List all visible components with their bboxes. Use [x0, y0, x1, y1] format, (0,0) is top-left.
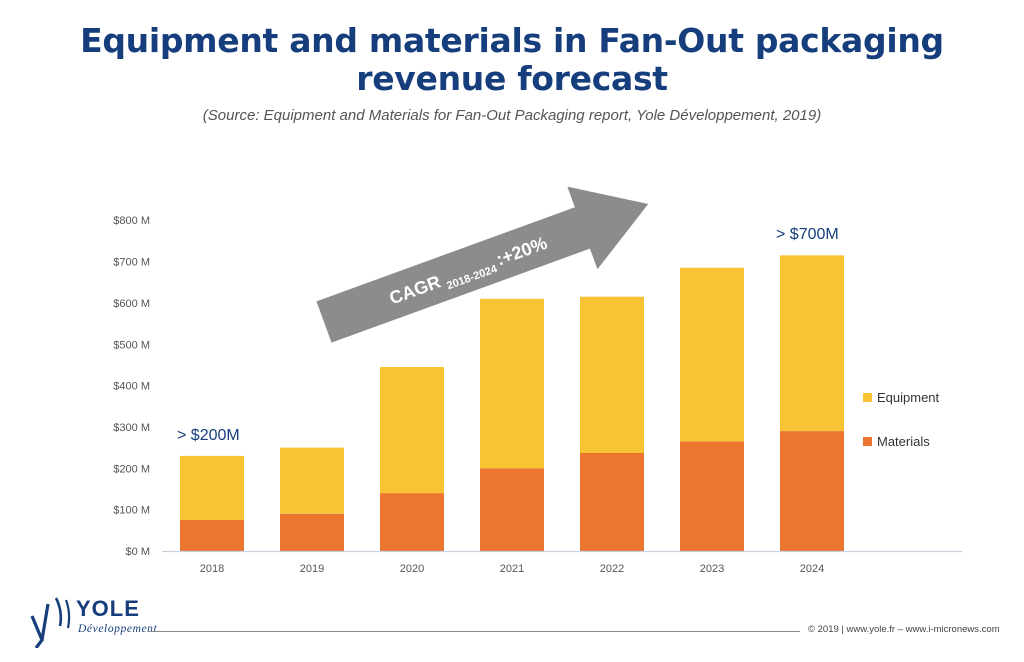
- legend-label-materials: Materials: [877, 434, 930, 449]
- logo-name: YOLE: [76, 596, 140, 621]
- bar-equipment-2023: [680, 267, 744, 442]
- legend-label-equipment: Equipment: [877, 390, 940, 405]
- footer-divider: [148, 631, 800, 632]
- callout-2018: > $200M: [177, 427, 240, 444]
- y-tick-label: $800 M: [113, 215, 150, 227]
- legend-swatch-materials: [863, 437, 872, 446]
- y-tick-label: $0 M: [126, 546, 150, 558]
- footer-copyright: © 2019 | www.yole.fr – www.i-micronews.c…: [808, 624, 1000, 635]
- x-tick-label: 2024: [800, 563, 824, 575]
- y-tick-label: $100 M: [113, 505, 150, 517]
- chart-subtitle: (Source: Equipment and Materials for Fan…: [202, 107, 822, 124]
- bar-materials-2021: [480, 468, 544, 551]
- yole-logo-mark: [30, 597, 71, 648]
- y-tick-label: $400 M: [113, 381, 150, 393]
- bar-equipment-2022: [580, 296, 644, 454]
- x-tick-label: 2021: [500, 563, 524, 575]
- bar-equipment-2020: [380, 366, 444, 494]
- bar-equipment-2021: [480, 298, 544, 469]
- logo-subtitle: Développement: [78, 623, 158, 635]
- chart-title: Equipment and materials in Fan-Out packa…: [0, 22, 1024, 98]
- x-tick-label: 2023: [700, 563, 724, 575]
- chart-title-line-1: Equipment and materials in Fan-Out packa…: [80, 21, 944, 60]
- x-tick-label: 2020: [400, 563, 424, 575]
- bar-materials-2019: [280, 513, 344, 551]
- chart-title-line-2: revenue forecast: [356, 59, 668, 98]
- bar-materials-2024: [780, 431, 844, 551]
- y-tick-label: $700 M: [113, 257, 150, 269]
- legend-swatch-equipment: [863, 393, 872, 402]
- x-tick-label: 2019: [300, 563, 324, 575]
- cagr-arrow-icon: CAGR 2018-2024 :+20%: [316, 186, 649, 343]
- yole-logo: YOLE Développement: [26, 596, 157, 648]
- bar-materials-2023: [680, 441, 744, 551]
- bar-equipment-2018: [180, 455, 244, 520]
- cagr-arrow-shape: [316, 186, 649, 343]
- y-tick-label: $300 M: [113, 422, 150, 434]
- bar-equipment-2019: [280, 447, 344, 514]
- bar-materials-2018: [180, 519, 244, 551]
- callout-2024: > $700M: [776, 226, 839, 243]
- x-tick-label: 2022: [600, 563, 624, 575]
- bar-materials-2020: [380, 493, 444, 551]
- bar-equipment-2024: [780, 255, 844, 432]
- y-tick-label: $600 M: [113, 298, 150, 310]
- x-tick-label: 2018: [200, 563, 224, 575]
- bar-materials-2022: [580, 453, 644, 551]
- y-tick-label: $500 M: [113, 339, 150, 351]
- y-tick-label: $200 M: [113, 463, 150, 475]
